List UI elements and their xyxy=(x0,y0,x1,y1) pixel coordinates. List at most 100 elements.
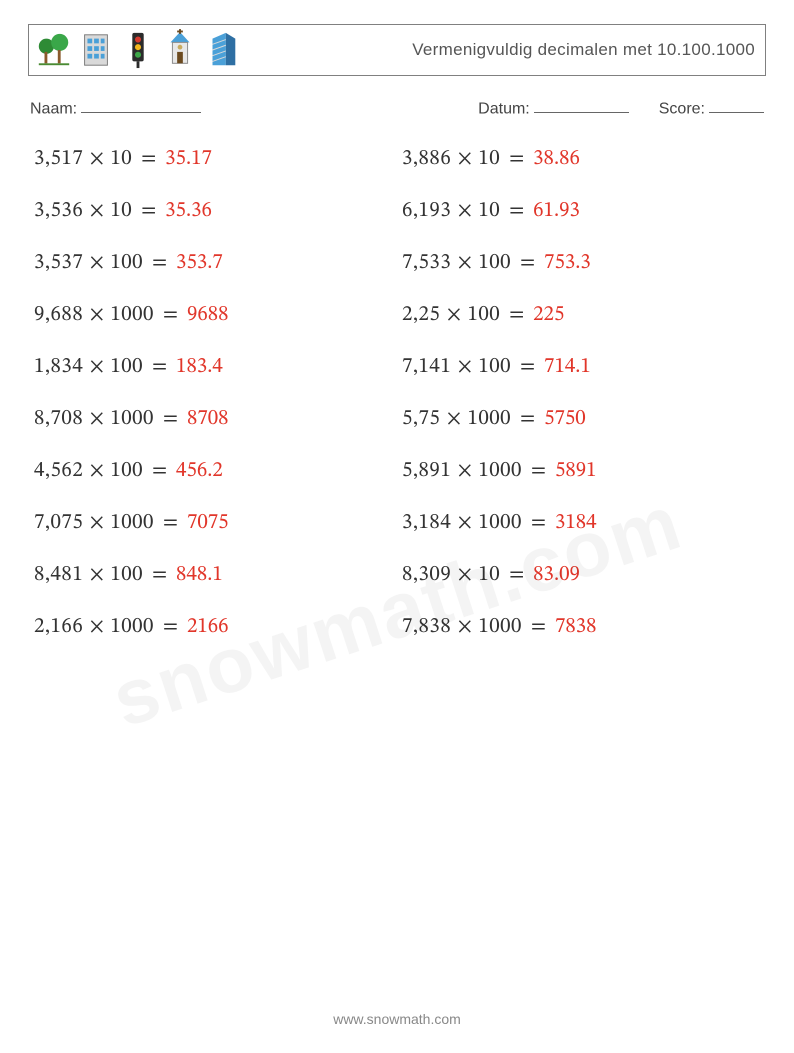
answer: 225 xyxy=(533,304,564,325)
operand-b: 100 xyxy=(110,460,143,481)
operand-a: 3,536 xyxy=(34,200,83,221)
answer: 7838 xyxy=(555,616,597,637)
operand-a: 7,838 xyxy=(402,616,451,637)
operand-b: 1000 xyxy=(110,304,154,325)
operand-b: 1000 xyxy=(478,512,522,533)
problem-left-6: 4,562×100 = 456.2 xyxy=(34,458,392,484)
problem-right-3: 2,25×100 = 225 xyxy=(402,302,760,328)
traffic-light-icon xyxy=(119,28,157,72)
problem-right-2: 7,533×100 = 753.3 xyxy=(402,250,760,276)
score-label: Score: xyxy=(659,100,705,117)
equals-sign: = xyxy=(500,564,533,585)
date-label: Datum: xyxy=(478,100,530,117)
multiply-symbol: × xyxy=(83,148,110,169)
answer: 456.2 xyxy=(176,460,223,481)
operand-a: 7,533 xyxy=(402,252,451,273)
operand-a: 4,562 xyxy=(34,460,83,481)
answer: 9688 xyxy=(187,304,229,325)
building-icon xyxy=(77,28,115,72)
answer: 8708 xyxy=(187,408,229,429)
answer: 183.4 xyxy=(176,356,223,377)
trees-icon xyxy=(35,28,73,72)
operand-a: 3,537 xyxy=(34,252,83,273)
date-blank[interactable] xyxy=(534,98,629,113)
meta-left: Naam: xyxy=(30,98,201,118)
equals-sign: = xyxy=(511,408,544,429)
operand-b: 100 xyxy=(110,252,143,273)
problems-grid: 3,517×10 = 35.173,886×10 = 38.863,536×10… xyxy=(28,146,766,640)
operand-b: 10 xyxy=(110,148,132,169)
header: Vermenigvuldig decimalen met 10.100.1000 xyxy=(28,24,766,76)
answer: 2166 xyxy=(187,616,229,637)
score-blank[interactable] xyxy=(709,98,764,113)
header-icons xyxy=(35,28,241,72)
problem-left-3: 9,688×1000 = 9688 xyxy=(34,302,392,328)
answer: 35.17 xyxy=(165,148,212,169)
operand-a: 9,688 xyxy=(34,304,83,325)
operand-a: 3,517 xyxy=(34,148,83,169)
equals-sign: = xyxy=(500,200,533,221)
equals-sign: = xyxy=(522,512,555,533)
multiply-symbol: × xyxy=(451,460,478,481)
answer: 353.7 xyxy=(176,252,223,273)
problem-right-7: 3,184×1000 = 3184 xyxy=(402,510,760,536)
answer: 61.93 xyxy=(533,200,580,221)
operand-b: 10 xyxy=(478,148,500,169)
operand-b: 1000 xyxy=(110,512,154,533)
multiply-symbol: × xyxy=(83,252,110,273)
answer: 753.3 xyxy=(544,252,591,273)
problem-right-5: 5,75×1000 = 5750 xyxy=(402,406,760,432)
problem-right-6: 5,891×1000 = 5891 xyxy=(402,458,760,484)
answer: 83.09 xyxy=(533,564,580,585)
operand-a: 5,75 xyxy=(402,408,440,429)
equals-sign: = xyxy=(143,252,176,273)
operand-a: 8,708 xyxy=(34,408,83,429)
problem-right-8: 8,309×10 = 83.09 xyxy=(402,562,760,588)
multiply-symbol: × xyxy=(83,356,110,377)
operand-a: 8,481 xyxy=(34,564,83,585)
worksheet-title: Vermenigvuldig decimalen met 10.100.1000 xyxy=(412,40,755,60)
operand-b: 1000 xyxy=(478,616,522,637)
multiply-symbol: × xyxy=(451,616,478,637)
multiply-symbol: × xyxy=(451,148,478,169)
equals-sign: = xyxy=(522,616,555,637)
operand-b: 100 xyxy=(478,252,511,273)
name-label: Naam: xyxy=(30,100,77,117)
multiply-symbol: × xyxy=(451,252,478,273)
problem-left-1: 3,536×10 = 35.36 xyxy=(34,198,392,224)
operand-a: 5,891 xyxy=(402,460,451,481)
skyscraper-icon xyxy=(203,28,241,72)
multiply-symbol: × xyxy=(451,356,478,377)
operand-a: 3,886 xyxy=(402,148,451,169)
equals-sign: = xyxy=(143,564,176,585)
problem-left-4: 1,834×100 = 183.4 xyxy=(34,354,392,380)
equals-sign: = xyxy=(154,616,187,637)
multiply-symbol: × xyxy=(83,616,110,637)
answer: 848.1 xyxy=(176,564,223,585)
multiply-symbol: × xyxy=(440,304,467,325)
answer: 3184 xyxy=(555,512,597,533)
worksheet-page: Vermenigvuldig decimalen met 10.100.1000… xyxy=(0,0,794,1053)
problem-left-7: 7,075×1000 = 7075 xyxy=(34,510,392,536)
meta-row: Naam: Datum: Score: xyxy=(30,98,764,118)
multiply-symbol: × xyxy=(83,564,110,585)
operand-b: 100 xyxy=(478,356,511,377)
multiply-symbol: × xyxy=(451,512,478,533)
operand-a: 1,834 xyxy=(34,356,83,377)
equals-sign: = xyxy=(143,356,176,377)
equals-sign: = xyxy=(500,304,533,325)
operand-b: 1000 xyxy=(478,460,522,481)
name-field: Naam: xyxy=(30,98,201,118)
equals-sign: = xyxy=(511,356,544,377)
name-blank[interactable] xyxy=(81,98,201,113)
equals-sign: = xyxy=(132,200,165,221)
multiply-symbol: × xyxy=(83,200,110,221)
footer-link[interactable]: www.snowmath.com xyxy=(0,1011,794,1027)
operand-b: 10 xyxy=(110,200,132,221)
operand-a: 3,184 xyxy=(402,512,451,533)
problem-left-2: 3,537×100 = 353.7 xyxy=(34,250,392,276)
equals-sign: = xyxy=(154,408,187,429)
multiply-symbol: × xyxy=(83,512,110,533)
problem-right-9: 7,838×1000 = 7838 xyxy=(402,614,760,640)
problem-left-0: 3,517×10 = 35.17 xyxy=(34,146,392,172)
